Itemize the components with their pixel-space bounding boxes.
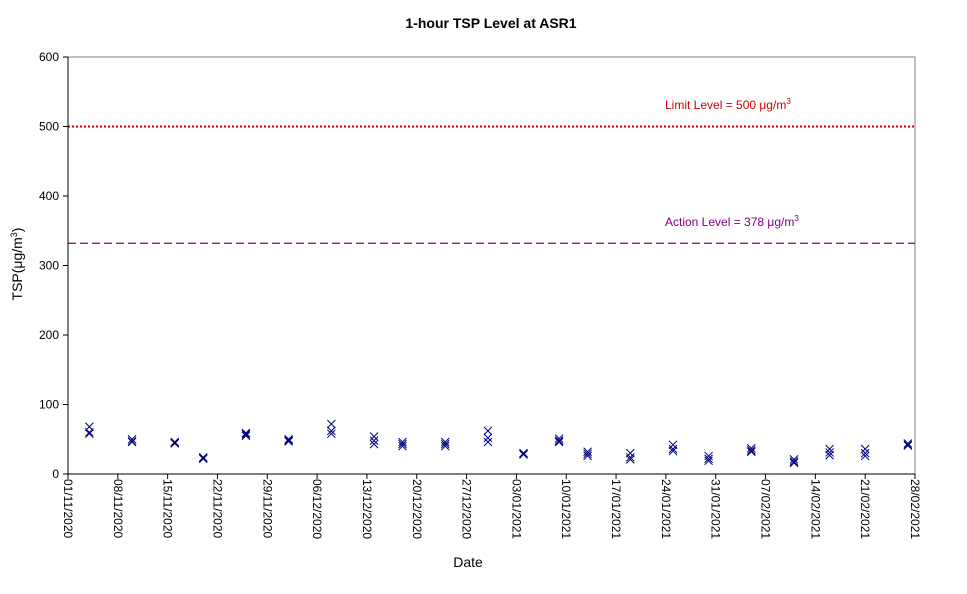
data-point: [860, 444, 870, 454]
data-point: [789, 455, 799, 464]
data-point: [369, 436, 379, 445]
y-axis: 0 100 200 300 400 500 600: [39, 50, 69, 481]
data-point: [369, 432, 379, 441]
data-point: [825, 448, 834, 457]
data-point: [284, 436, 294, 446]
data-point: [326, 419, 336, 429]
data-point: [583, 449, 592, 459]
x-tick-label: 03/01/2021: [509, 479, 523, 539]
x-tick-label: 27/12/2020: [460, 479, 474, 539]
data-point: [483, 426, 493, 436]
data-point: [625, 455, 635, 464]
y-tick-label: 300: [39, 259, 59, 273]
data-point: [789, 457, 799, 466]
data-point: [746, 446, 756, 455]
data-points: [84, 419, 913, 468]
data-point: [241, 430, 251, 439]
y-tick-label: 100: [39, 398, 59, 412]
x-axis: 01/11/2020 08/11/2020 15/11/2020 22/11/2020…: [61, 473, 922, 539]
data-point: [398, 441, 407, 451]
y-tick-label: 500: [39, 120, 59, 134]
y-tick-label: 200: [39, 328, 59, 342]
x-tick-label: 29/11/2020: [260, 479, 274, 538]
reference-line-label: Action Level = 378 μg/m3: [665, 214, 799, 229]
data-point: [860, 448, 870, 458]
data-point: [398, 439, 407, 449]
data-point: [704, 456, 713, 466]
data-point: [554, 436, 564, 445]
x-tick-label: 28/02/2021: [908, 479, 922, 539]
data-point: [519, 450, 528, 459]
data-point: [398, 437, 407, 447]
data-point: [127, 437, 137, 447]
data-point: [127, 434, 137, 444]
data-point: [326, 426, 336, 436]
data-point: [668, 446, 678, 456]
data-point: [326, 429, 336, 439]
x-tick-label: 06/12/2020: [310, 479, 324, 539]
data-point: [668, 440, 678, 450]
data-point: [369, 439, 379, 449]
data-point: [789, 458, 799, 468]
plot-area: [67, 56, 916, 475]
data-point: [704, 454, 713, 464]
x-tick-label: 31/01/2021: [709, 479, 723, 539]
data-point: [440, 439, 450, 449]
data-point: [170, 439, 180, 448]
x-tick-label: 01/11/2020: [61, 479, 75, 538]
x-tick-label: 13/12/2020: [360, 479, 374, 539]
data-point: [746, 447, 756, 457]
data-point: [625, 452, 635, 462]
data-point: [241, 431, 251, 441]
data-point: [625, 448, 635, 458]
data-point: [483, 437, 493, 447]
data-point: [440, 437, 450, 447]
x-tick-label: 14/02/2021: [808, 479, 822, 539]
data-point: [198, 454, 208, 464]
data-point: [84, 427, 94, 437]
data-point: [903, 441, 913, 450]
data-point: [583, 447, 592, 457]
data-point: [825, 450, 834, 460]
x-tick-label: 08/11/2020: [111, 479, 125, 538]
x-tick-label: 20/12/2020: [410, 479, 424, 539]
x-axis-title: Date: [453, 554, 483, 570]
y-tick-label: 600: [39, 50, 59, 64]
data-point: [284, 434, 294, 444]
data-point: [860, 451, 870, 461]
y-tick-label: 0: [52, 467, 59, 481]
data-point: [825, 444, 834, 454]
data-point: [903, 439, 913, 448]
data-point: [440, 441, 450, 451]
x-tick-label: 15/11/2020: [161, 479, 175, 538]
data-point: [746, 443, 756, 453]
data-point: [84, 429, 94, 439]
data-point: [554, 434, 564, 443]
data-point: [483, 433, 493, 443]
reference-line-label: Limit Level = 500 μg/m3: [665, 97, 791, 112]
data-point: [668, 444, 678, 454]
x-tick-label: 17/01/2021: [609, 479, 623, 539]
reference-lines: Limit Level = 500 μg/m3 Action Level = 37…: [68, 97, 915, 244]
x-tick-label: 24/01/2021: [659, 479, 673, 539]
chart-title: 1-hour TSP Level at ASR1: [405, 15, 576, 31]
y-tick-label: 400: [39, 189, 59, 203]
y-axis-title: TSP(μg/m3): [9, 228, 25, 301]
data-point: [583, 451, 592, 461]
data-point: [554, 437, 564, 447]
x-tick-label: 07/02/2021: [759, 479, 773, 539]
x-tick-label: 21/02/2021: [858, 479, 872, 539]
x-tick-label: 10/01/2021: [559, 479, 573, 539]
data-point: [241, 428, 251, 438]
x-tick-label: 22/11/2020: [210, 479, 224, 538]
